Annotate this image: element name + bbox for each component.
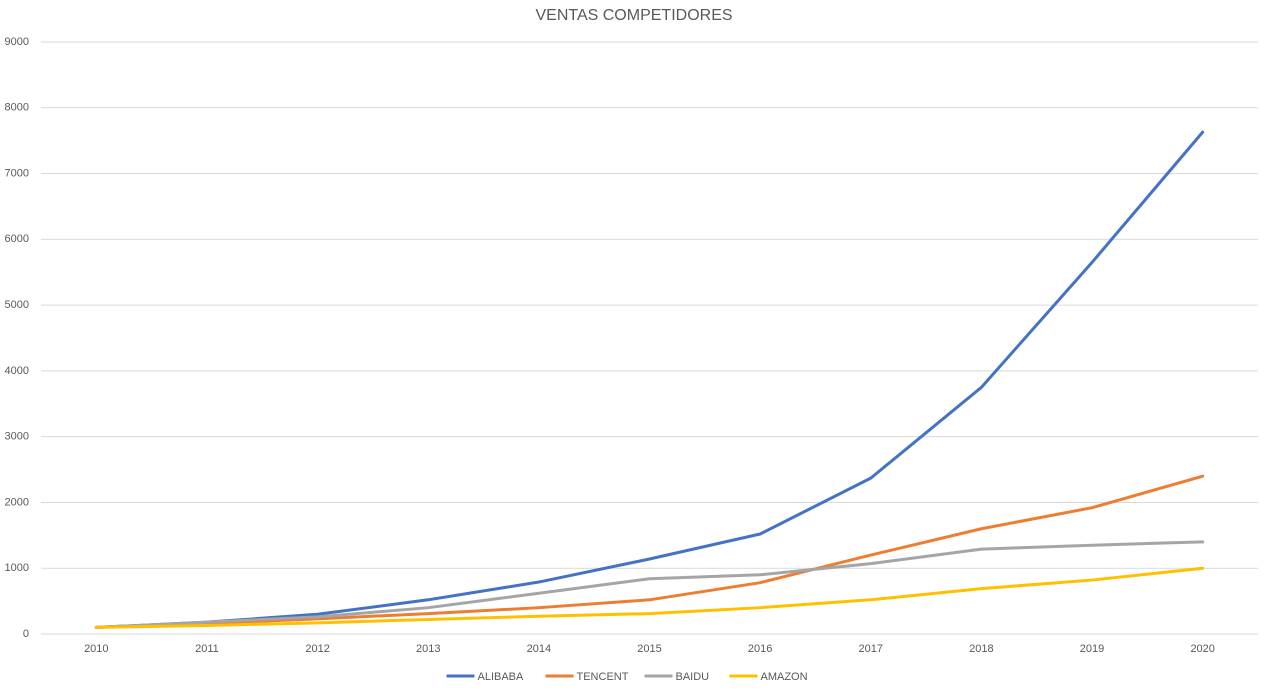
y-tick-label: 1000 [5,562,29,574]
y-tick-label: 9000 [5,36,29,48]
y-tick-label: 0 [23,628,29,640]
line-series [94,130,1205,629]
legend-label: TENCENT [577,671,629,683]
x-tick-label: 2016 [748,643,772,655]
y-tick-label: 6000 [5,233,29,245]
y-tick-label: 3000 [5,431,29,443]
x-tick-label: 2012 [305,643,329,655]
line-series [94,474,1205,629]
line-series [94,566,1205,629]
x-tick-label: 2020 [1190,643,1214,655]
x-tick-label: 2010 [84,643,108,655]
x-tick-label: 2011 [195,643,219,655]
y-tick-label: 2000 [5,496,29,508]
x-tick-label: 2019 [1080,643,1104,655]
x-tick-label: 2015 [637,643,661,655]
y-tick-label: 8000 [5,102,29,114]
legend-label: ALIBABA [478,671,525,683]
y-tick-label: 7000 [5,167,29,179]
x-tick-label: 2014 [527,643,551,655]
y-tick-label: 4000 [5,365,29,377]
x-tick-label: 2018 [969,643,993,655]
chart-title: VENTAS COMPETIDORES [535,7,732,24]
y-tick-label: 5000 [5,299,29,311]
legend-label: BAIDU [676,671,710,683]
legend-label: AMAZON [761,671,808,683]
x-tick-label: 2013 [416,643,440,655]
x-tick-label: 2017 [859,643,883,655]
line-series [94,540,1205,629]
